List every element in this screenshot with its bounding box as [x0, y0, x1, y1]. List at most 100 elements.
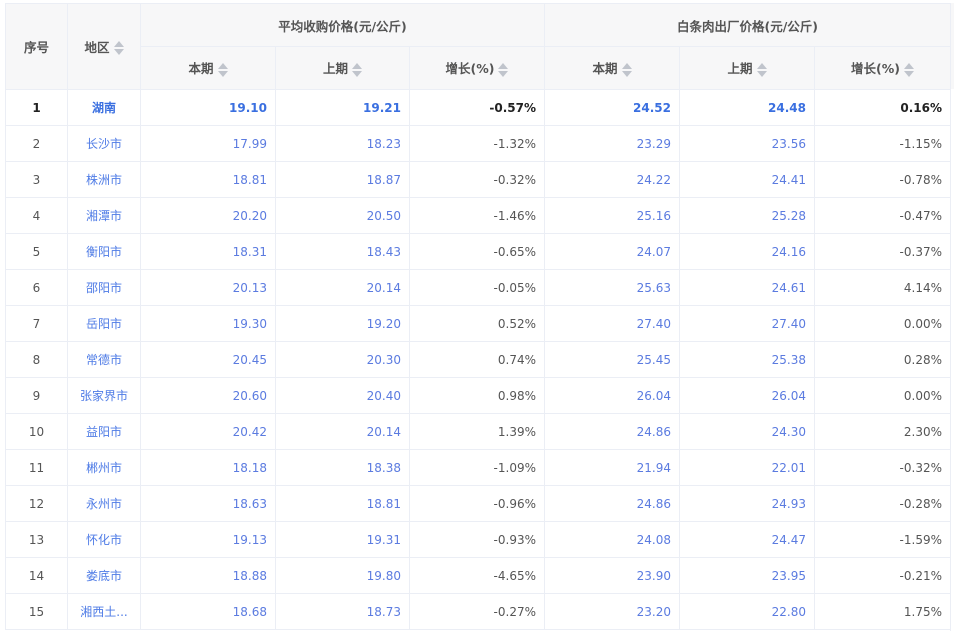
header-purchase-current[interactable]: 本期	[140, 46, 276, 90]
sort-icon[interactable]	[352, 62, 362, 78]
table-row: 5 衡阳市 18.31 18.43 -0.65% 24.07 24.16 -0.37%	[5, 233, 951, 270]
pork-previous-cell: 23.56	[679, 125, 815, 162]
index-cell: 4	[5, 197, 68, 234]
pork-current-cell: 26.04	[544, 377, 680, 414]
header-region-label: 地区	[84, 39, 110, 55]
header-label: 本期	[188, 61, 214, 77]
region-link[interactable]: 株洲市	[67, 161, 141, 198]
purchase-current-cell: 20.45	[140, 341, 276, 378]
table-row: 13 怀化市 19.13 19.31 -0.93% 24.08 24.47 -1.59%	[5, 521, 951, 558]
purchase-current-cell: 20.13	[140, 269, 276, 306]
pork-growth-cell: -0.21%	[814, 557, 951, 594]
region-link[interactable]: 永州市	[67, 485, 141, 522]
region-link[interactable]: 湘西土...	[67, 593, 141, 630]
table-row: 4 湘潭市 20.20 20.50 -1.46% 25.16 25.28 -0.47%	[5, 197, 951, 234]
pork-current-cell: 25.16	[544, 197, 680, 234]
region-link[interactable]: 衡阳市	[67, 233, 141, 270]
index-cell: 3	[5, 161, 68, 198]
price-table: 序号 地区 平均收购价格(元/公斤) 白条肉出厂价格(元/公斤) 本期 上期 增…	[5, 3, 951, 630]
region-link[interactable]: 长沙市	[67, 125, 141, 162]
pork-current-cell: 21.94	[544, 449, 680, 486]
purchase-growth-cell: -0.05%	[409, 269, 545, 306]
pork-previous-cell: 27.40	[679, 305, 815, 342]
pork-current-cell: 25.45	[544, 341, 680, 378]
pork-previous-cell: 26.04	[679, 377, 815, 414]
purchase-current-cell: 20.20	[140, 197, 276, 234]
purchase-current-cell: 18.31	[140, 233, 276, 270]
pork-previous-cell: 24.41	[679, 161, 815, 198]
index-cell: 14	[5, 557, 68, 594]
index-cell: 7	[5, 305, 68, 342]
region-link[interactable]: 张家界市	[67, 377, 141, 414]
pork-growth-cell: -1.15%	[814, 125, 951, 162]
region-link[interactable]: 娄底市	[67, 557, 141, 594]
index-cell: 2	[5, 125, 68, 162]
header-label: 上期	[322, 61, 348, 77]
purchase-previous-cell: 19.20	[275, 305, 410, 342]
header-label: 本期	[592, 61, 618, 77]
index-cell: 1	[5, 89, 68, 126]
purchase-previous-cell: 20.14	[275, 413, 410, 450]
table-row: 12 永州市 18.63 18.81 -0.96% 24.86 24.93 -0.28%	[5, 485, 951, 522]
header-purchase-previous[interactable]: 上期	[275, 46, 410, 90]
pork-current-cell: 24.22	[544, 161, 680, 198]
table-row: 3 株洲市 18.81 18.87 -0.32% 24.22 24.41 -0.78%	[5, 161, 951, 198]
purchase-growth-cell: -0.93%	[409, 521, 545, 558]
purchase-previous-cell: 18.23	[275, 125, 410, 162]
pork-growth-cell: -0.32%	[814, 449, 951, 486]
purchase-growth-cell: 1.39%	[409, 413, 545, 450]
purchase-previous-cell: 19.31	[275, 521, 410, 558]
header-index: 序号	[5, 3, 68, 90]
sort-icon[interactable]	[498, 62, 509, 78]
purchase-previous-cell: 19.80	[275, 557, 410, 594]
region-link[interactable]: 湖南	[67, 89, 141, 126]
sort-icon[interactable]	[113, 40, 124, 56]
header-index-label: 序号	[23, 40, 49, 55]
table-row: 15 湘西土... 18.68 18.73 -0.27% 23.20 22.80 1.75%	[5, 593, 951, 630]
pork-previous-cell: 24.93	[679, 485, 815, 522]
purchase-growth-cell: -0.27%	[409, 593, 545, 630]
purchase-current-cell: 19.13	[140, 521, 276, 558]
index-cell: 13	[5, 521, 68, 558]
region-link[interactable]: 岳阳市	[67, 305, 141, 342]
next-column-edge	[950, 3, 954, 631]
purchase-growth-cell: -1.32%	[409, 125, 545, 162]
pork-previous-cell: 22.01	[679, 449, 815, 486]
pork-previous-cell: 22.80	[679, 593, 815, 630]
pork-previous-cell: 25.28	[679, 197, 815, 234]
purchase-previous-cell: 18.81	[275, 485, 410, 522]
sort-icon[interactable]	[217, 62, 228, 78]
header-purchase-growth[interactable]: 增长(%)	[409, 46, 545, 90]
header-pork-previous[interactable]: 上期	[679, 46, 815, 90]
sort-icon[interactable]	[903, 62, 914, 78]
header-pork-growth[interactable]: 增长(%)	[814, 46, 951, 90]
purchase-growth-cell: -0.96%	[409, 485, 545, 522]
region-link[interactable]: 常德市	[67, 341, 141, 378]
purchase-current-cell: 18.88	[140, 557, 276, 594]
pork-growth-cell: -1.59%	[814, 521, 951, 558]
purchase-growth-cell: 0.98%	[409, 377, 545, 414]
index-cell: 12	[5, 485, 68, 522]
table-row: 2 长沙市 17.99 18.23 -1.32% 23.29 23.56 -1.15%	[5, 125, 951, 162]
index-cell: 11	[5, 449, 68, 486]
sort-icon[interactable]	[756, 62, 767, 78]
region-link[interactable]: 湘潭市	[67, 197, 141, 234]
header-region[interactable]: 地区	[67, 3, 141, 90]
pork-current-cell: 27.40	[544, 305, 680, 342]
sort-icon[interactable]	[621, 62, 632, 78]
purchase-previous-cell: 20.30	[275, 341, 410, 378]
pork-previous-cell: 24.48	[679, 89, 815, 126]
purchase-current-cell: 20.60	[140, 377, 276, 414]
purchase-growth-cell: -4.65%	[409, 557, 545, 594]
pork-current-cell: 25.63	[544, 269, 680, 306]
table-row-total: 1 湖南 19.10 19.21 -0.57% 24.52 24.48 0.16%	[5, 89, 951, 126]
index-cell: 9	[5, 377, 68, 414]
region-link[interactable]: 益阳市	[67, 413, 141, 450]
pork-previous-cell: 24.16	[679, 233, 815, 270]
purchase-previous-cell: 18.38	[275, 449, 410, 486]
header-pork-current[interactable]: 本期	[544, 46, 680, 90]
region-link[interactable]: 怀化市	[67, 521, 141, 558]
region-link[interactable]: 邵阳市	[67, 269, 141, 306]
region-link[interactable]: 郴州市	[67, 449, 141, 486]
pork-current-cell: 24.86	[544, 485, 680, 522]
